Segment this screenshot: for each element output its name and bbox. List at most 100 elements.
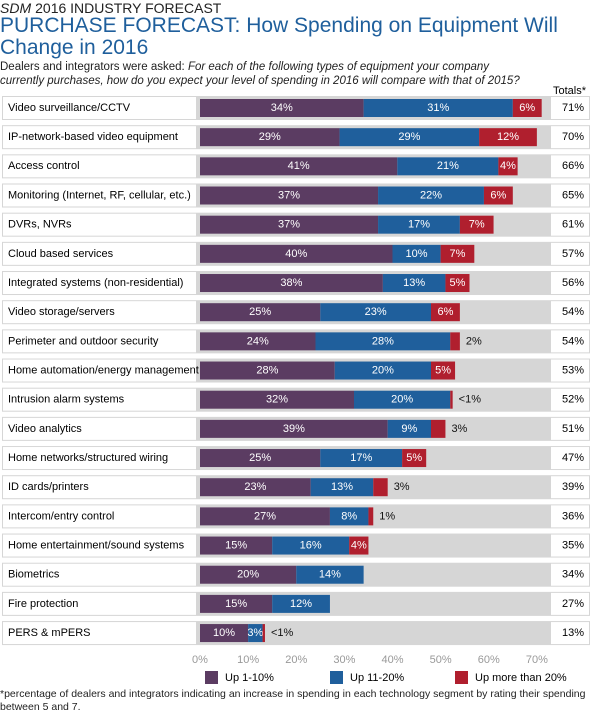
x-tick-label: 40% bbox=[381, 654, 403, 666]
value-label: 23% bbox=[365, 306, 387, 318]
bar-segment bbox=[378, 215, 460, 234]
label-box bbox=[3, 242, 196, 265]
bar-segment bbox=[200, 186, 379, 205]
value-label: 28% bbox=[372, 335, 394, 347]
value-label: 25% bbox=[249, 452, 271, 464]
value-label: 7% bbox=[450, 248, 466, 260]
bar-segment bbox=[512, 99, 542, 117]
category-label: ID cards/printers bbox=[8, 481, 89, 493]
total-box bbox=[551, 359, 589, 382]
value-label: 37% bbox=[278, 189, 300, 201]
category-label: Biometrics bbox=[8, 569, 60, 581]
bar-segment bbox=[459, 215, 494, 234]
bar-segment bbox=[363, 99, 513, 117]
value-label: <1% bbox=[459, 394, 482, 406]
bar-segment bbox=[392, 244, 441, 263]
value-label: 24% bbox=[247, 335, 269, 347]
value-label: 13% bbox=[331, 481, 353, 493]
bar-segment bbox=[272, 536, 350, 555]
x-tick-label: 50% bbox=[430, 654, 452, 666]
total-label: 47% bbox=[562, 452, 584, 464]
value-label: 15% bbox=[225, 598, 247, 610]
total-box bbox=[551, 592, 589, 615]
label-box bbox=[3, 505, 196, 528]
bar-segment bbox=[200, 390, 354, 409]
x-tick-label: 0% bbox=[192, 654, 208, 666]
bar-segment bbox=[354, 390, 451, 409]
bar-segment bbox=[200, 536, 273, 555]
bar-segment bbox=[445, 274, 470, 293]
category-label: Access control bbox=[8, 160, 80, 172]
footnote: *percentage of dealers and integrators i… bbox=[0, 688, 586, 713]
bar-segment bbox=[296, 565, 364, 584]
bar-segment bbox=[382, 274, 446, 293]
total-label: 56% bbox=[562, 277, 584, 289]
total-label: 66% bbox=[562, 160, 584, 172]
total-label: 61% bbox=[562, 219, 584, 231]
x-tick-label: 10% bbox=[237, 654, 259, 666]
total-label: 57% bbox=[562, 248, 584, 260]
category-label: Monitoring (Internet, RF, cellular, etc.… bbox=[8, 189, 191, 201]
total-box bbox=[551, 388, 589, 411]
x-tick-label: 20% bbox=[285, 654, 307, 666]
value-label: 31% bbox=[427, 102, 449, 114]
total-label: 70% bbox=[562, 131, 584, 143]
value-label: 12% bbox=[497, 131, 519, 143]
total-label: 71% bbox=[562, 102, 584, 114]
value-label: 5% bbox=[450, 277, 466, 289]
value-label: 17% bbox=[408, 219, 430, 231]
intro: Dealers and integrators were asked: For … bbox=[0, 60, 530, 88]
category-label: Video analytics bbox=[8, 423, 82, 435]
bar-segment bbox=[320, 449, 403, 468]
bar-segment bbox=[349, 536, 369, 555]
question: For each of the following types of equip… bbox=[0, 61, 520, 87]
value-label: 40% bbox=[285, 248, 307, 260]
total-box bbox=[551, 447, 589, 470]
category-label: Video surveillance/CCTV bbox=[8, 102, 131, 114]
label-box bbox=[3, 126, 196, 149]
total-box bbox=[551, 330, 589, 353]
category-label: Integrated systems (non-residential) bbox=[8, 277, 183, 289]
label-box bbox=[3, 272, 196, 295]
bar-segment bbox=[320, 303, 431, 322]
bar-segment bbox=[450, 332, 460, 351]
category-label: Video storage/servers bbox=[8, 306, 115, 318]
total-label: 54% bbox=[562, 306, 584, 318]
value-label: 2% bbox=[466, 335, 482, 347]
value-label: <1% bbox=[271, 627, 294, 639]
total-label: 34% bbox=[562, 569, 584, 581]
label-box bbox=[3, 447, 196, 470]
x-tick-label: 70% bbox=[526, 654, 548, 666]
bar-segment bbox=[310, 478, 374, 497]
total-label: 36% bbox=[562, 510, 584, 522]
legend-swatch bbox=[330, 671, 343, 684]
bar-segment bbox=[248, 624, 263, 643]
value-label: 34% bbox=[271, 102, 293, 114]
value-label: 32% bbox=[266, 394, 288, 406]
value-label: 12% bbox=[290, 598, 312, 610]
label-box bbox=[3, 592, 196, 615]
bar-segment bbox=[200, 419, 388, 438]
bar-segment bbox=[200, 303, 321, 322]
total-label: 51% bbox=[562, 423, 584, 435]
legend-label: Up 11-20% bbox=[350, 672, 404, 684]
value-label: 15% bbox=[225, 539, 247, 551]
value-label: 29% bbox=[398, 131, 420, 143]
bar-segment bbox=[378, 186, 484, 205]
bar-segment bbox=[402, 449, 427, 468]
bar-segment bbox=[200, 157, 398, 176]
value-label: 3% bbox=[247, 627, 263, 639]
category-label: IP-network-based video equipment bbox=[8, 131, 178, 143]
legend-swatch bbox=[205, 671, 218, 684]
value-label: 3% bbox=[451, 423, 467, 435]
bar-segment bbox=[200, 449, 321, 468]
value-label: 28% bbox=[256, 364, 278, 376]
category-label: Home networks/structured wiring bbox=[8, 452, 168, 464]
value-label: 5% bbox=[435, 364, 451, 376]
value-label: 14% bbox=[319, 569, 341, 581]
chart-title: PURCHASE FORECAST: How Spending on Equip… bbox=[0, 14, 558, 59]
total-box bbox=[551, 242, 589, 265]
intro-lead: Dealers and integrators were asked: bbox=[0, 61, 185, 73]
bar-segment bbox=[368, 507, 374, 526]
